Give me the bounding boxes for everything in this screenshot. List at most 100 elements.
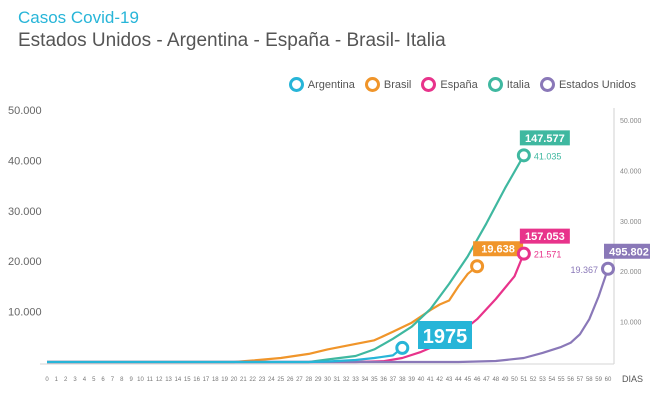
legend-item-espana[interactable]: España (421, 77, 478, 92)
x-axis-tick-label: 37 (390, 377, 397, 383)
x-axis-tick-label: 43 (446, 377, 453, 383)
x-axis-tick-label: 53 (539, 377, 546, 383)
right-axis-tick-label: 30.000 (620, 219, 642, 226)
x-axis-tick-label: 40 (418, 377, 425, 383)
series-line-estados-unidos (47, 268, 610, 364)
x-axis-tick-label: 33 (352, 377, 359, 383)
legend-ring-icon (487, 77, 503, 92)
value-badge-label: 1975 (423, 326, 468, 348)
x-axis-tick-label: 10 (137, 377, 144, 383)
legend-item-argentina[interactable]: Argentina (288, 77, 355, 92)
x-axis-tick-label: 56 (567, 377, 574, 383)
x-axis-tick-label: 20 (231, 377, 238, 383)
x-axis-tick-label: 14 (175, 377, 182, 383)
legend-ring-icon (539, 77, 555, 92)
right-axis-tick-label: 50.000 (620, 118, 642, 125)
x-axis-tick-label: 21 (240, 377, 247, 383)
legend-ring-icon (421, 77, 437, 92)
legend: Argentina Brasil España Italia Estados U… (288, 77, 636, 92)
x-axis-tick-label: 13 (165, 377, 172, 383)
legend-ring-icon (288, 77, 304, 92)
x-axis-tick-label: 6 (101, 377, 105, 383)
x-axis-tick-label: 9 (129, 377, 133, 383)
x-axis-tick-label: 29 (315, 377, 322, 383)
x-axis-tick-label: 28 (305, 377, 312, 383)
value-badge-estados-unidos (604, 243, 650, 259)
x-axis-tick-label: 50 (511, 377, 518, 383)
x-axis-tick-label: 35 (371, 377, 378, 383)
x-axis-tick-label: 22 (249, 377, 256, 383)
legend-item-estados-unidos[interactable]: Estados Unidos (539, 77, 636, 92)
x-axis-tick-label: 58 (586, 377, 593, 383)
legend-label: Brasil (383, 78, 412, 91)
value-sub-label: 41.035 (534, 151, 562, 161)
right-axis-tick-label: 20.000 (620, 269, 642, 276)
left-axis-tick-label: 30.000 (8, 206, 42, 218)
left-axis-tick-label: 50.000 (8, 105, 42, 117)
x-axis-tick-label: 0 (45, 377, 49, 383)
x-axis-tick-label: 55 (558, 377, 565, 383)
x-axis-tick-label: 48 (492, 377, 499, 383)
x-axis-tick-label: 1 (55, 377, 59, 383)
chart-title: Casos Covid-19 (18, 8, 139, 27)
x-axis-tick-label: 7 (111, 377, 115, 383)
x-axis-tick-label: 15 (184, 377, 191, 383)
x-axis-tick-label: 25 (277, 377, 284, 383)
x-axis-tick-label: 52 (530, 377, 537, 383)
value-badge-italia (519, 130, 570, 146)
right-axis-tick-label: 10.000 (620, 320, 642, 327)
x-axis-tick-label: 45 (464, 377, 471, 383)
series-line-argentina (47, 347, 403, 364)
value-badge-argentina (418, 321, 472, 349)
x-axis-tick-label: 11 (147, 377, 154, 383)
x-axis-tick-label: 60 (605, 377, 612, 383)
end-point-argentina (395, 340, 410, 355)
x-axis-tick-label: 24 (268, 377, 275, 383)
end-point-espana (516, 246, 531, 261)
x-axis-tick-label: 42 (436, 377, 443, 383)
legend-item-italia[interactable]: Italia (487, 77, 530, 92)
x-axis-tick-label: 17 (203, 377, 210, 383)
x-axis-tick-label: 26 (287, 377, 294, 383)
x-axis-tick-label: 19 (221, 377, 228, 383)
legend-label: Argentina (307, 78, 355, 91)
legend-item-brasil[interactable]: Brasil (364, 77, 412, 92)
x-axis-tick-label: 16 (193, 377, 200, 383)
chart-subtitle: Estados Unidos - Argentina - España - Br… (18, 30, 446, 51)
x-axis-tick-label: 12 (156, 377, 163, 383)
x-axis-tick-label: 46 (474, 377, 481, 383)
x-axis-tick-label: 31 (334, 377, 341, 383)
left-axis-tick-label: 40.000 (8, 155, 42, 167)
x-axis-tick-label: 39 (408, 377, 415, 383)
legend-ring-icon (364, 77, 380, 92)
end-point-estados-unidos (601, 261, 615, 276)
x-axis-tick-label: 57 (577, 377, 584, 383)
value-badge-label: 19.638 (481, 244, 515, 256)
left-axis-tick-label: 10.000 (8, 307, 42, 319)
x-axis-tick-label: 8 (120, 377, 124, 383)
right-axis-tick-label: 40.000 (620, 168, 642, 175)
value-sub-label: 21.571 (534, 250, 562, 260)
end-point-brasil (470, 259, 485, 274)
x-axis-tick-label: 59 (595, 377, 602, 383)
x-axis-tick-label: 51 (521, 377, 528, 383)
x-axis-tick-label: 32 (343, 377, 350, 383)
x-axis-tick-label: 23 (259, 377, 266, 383)
x-axis-tick-label: 5 (92, 377, 96, 383)
series-line-italia (47, 154, 525, 364)
x-axis-tick-label: 27 (296, 377, 303, 383)
left-axis-tick-label: 20.000 (8, 256, 42, 268)
value-badge-label: 495.802 (609, 246, 649, 258)
x-axis-tick-label: 18 (212, 377, 219, 383)
series-line-brasil (47, 265, 478, 364)
x-axis-tick-label: 3 (73, 377, 77, 383)
legend-label: Italia (506, 78, 530, 91)
value-badge-label: 147.577 (525, 133, 565, 145)
x-axis-tick-label: 34 (362, 377, 369, 383)
value-badge-label: 157.053 (525, 231, 565, 243)
value-badge-espana (519, 228, 570, 244)
x-axis-tick-label: 30 (324, 377, 331, 383)
x-axis-tick-label: 2 (64, 377, 68, 383)
end-point-italia (516, 148, 531, 163)
